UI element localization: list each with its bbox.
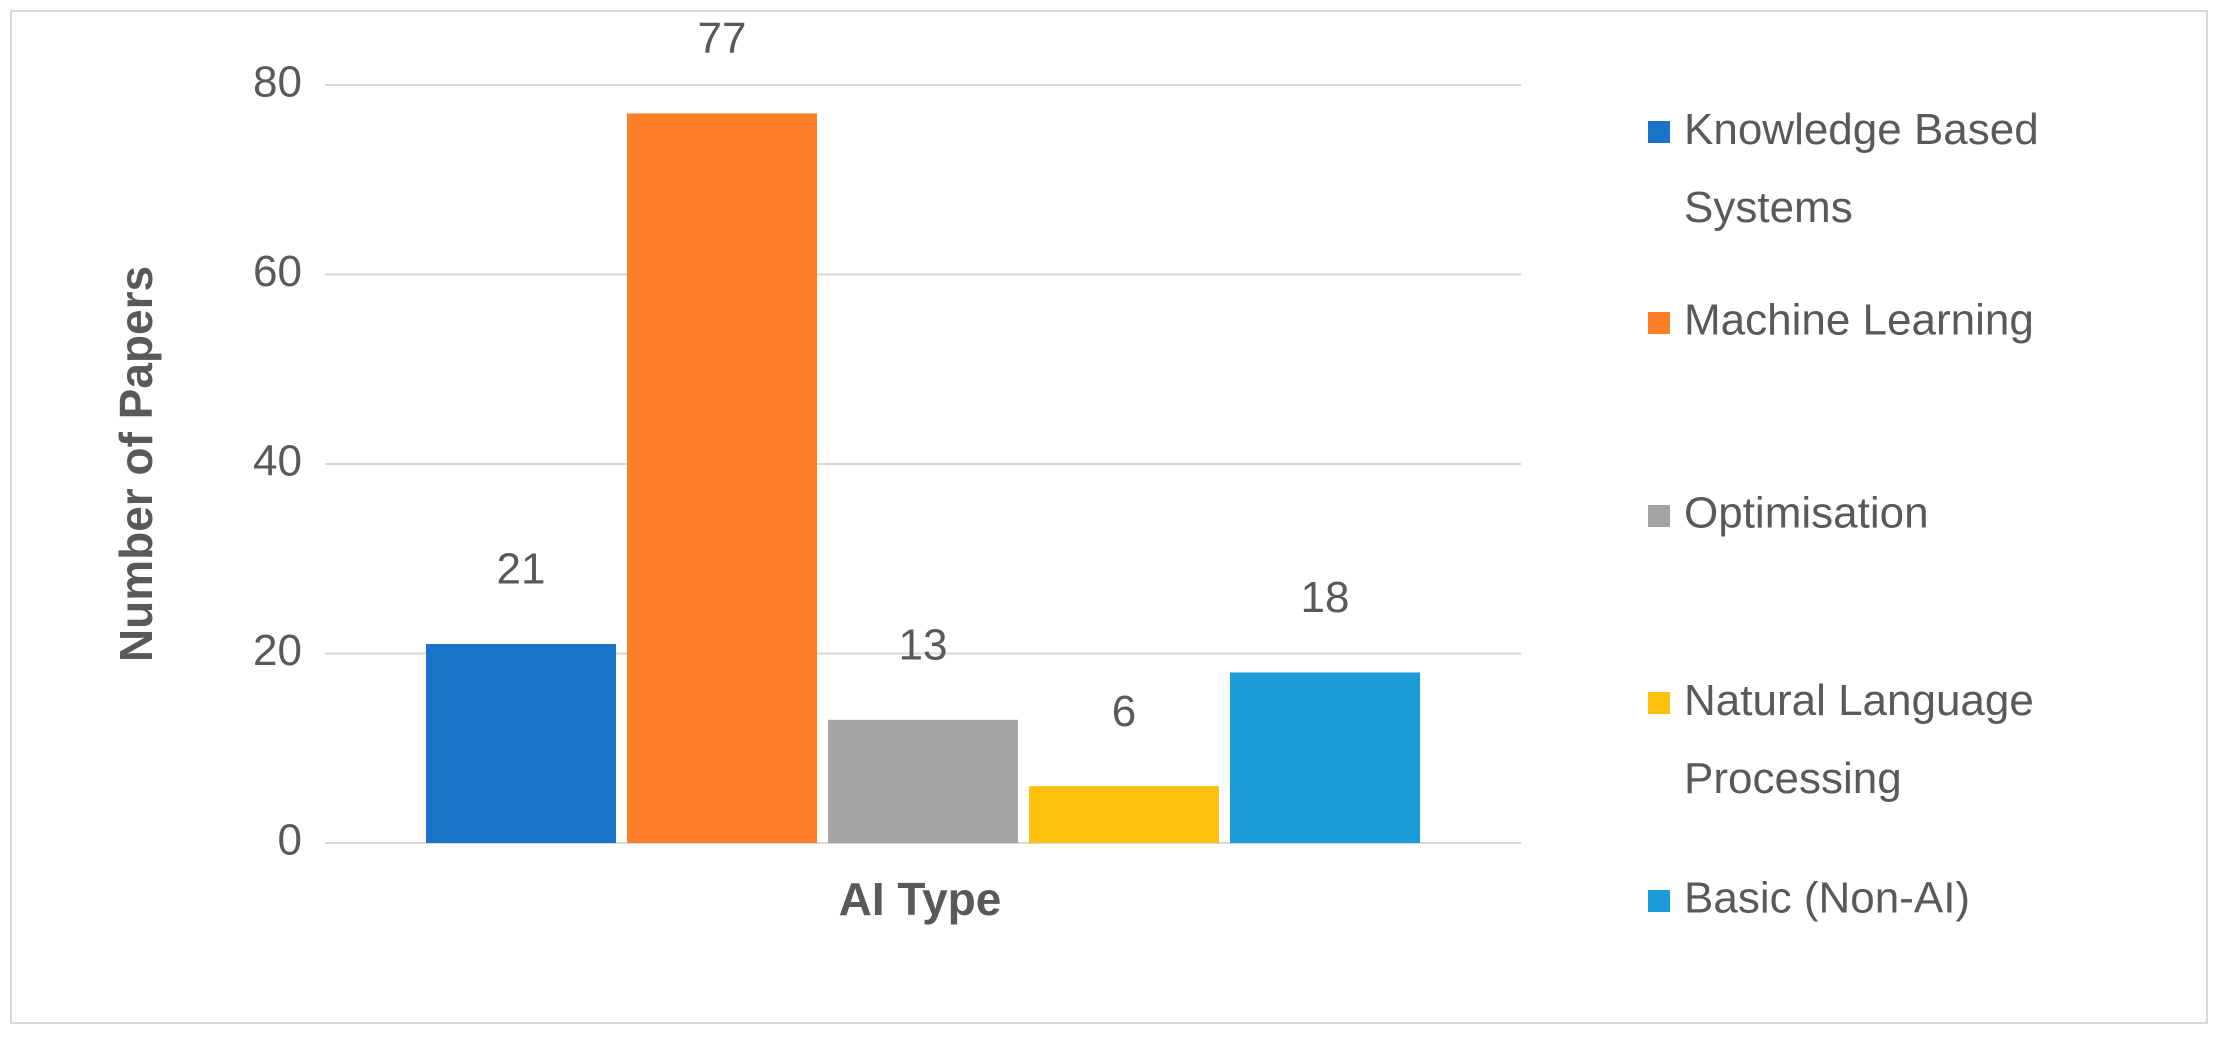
legend-marker: [1648, 121, 1670, 143]
legend-label: Optimisation: [1684, 489, 1929, 538]
legend-label-line: Knowledge Based: [1684, 105, 2039, 154]
legend-label: Basic (Non-AI): [1684, 874, 1970, 923]
y-tick-label: 80: [253, 58, 302, 107]
data-label: 77: [698, 14, 747, 63]
legend-label-line: Natural Language: [1684, 676, 2034, 725]
chart-border: [10, 10, 2208, 1024]
legend-marker: [1648, 692, 1670, 714]
y-tick-label: 0: [278, 816, 302, 865]
y-axis-title: Number of Papers: [110, 266, 162, 662]
y-tick-label: 40: [253, 437, 302, 486]
data-label: 18: [1301, 573, 1350, 622]
y-tick-label: 60: [253, 247, 302, 296]
x-axis-title: AI Type: [839, 873, 1002, 925]
bar: [828, 719, 1018, 843]
legend-marker: [1648, 312, 1670, 334]
y-tick-label: 20: [253, 626, 302, 675]
bar: [1230, 672, 1420, 843]
data-label: 6: [1112, 687, 1136, 736]
bar: [426, 644, 616, 843]
legend-marker: [1648, 890, 1670, 912]
legend-label-line: Processing: [1684, 754, 1902, 803]
legend-label-line: Systems: [1684, 183, 1853, 232]
legend-label: Natural Language Processing: [1684, 676, 2034, 803]
legend-marker: [1648, 505, 1670, 527]
legend-label: Knowledge Based Systems: [1684, 105, 2039, 232]
bar: [1029, 786, 1219, 843]
data-label: 13: [899, 620, 948, 669]
data-label: 21: [497, 545, 546, 594]
legend-label: Machine Learning: [1684, 296, 2034, 345]
bar: [627, 113, 817, 844]
